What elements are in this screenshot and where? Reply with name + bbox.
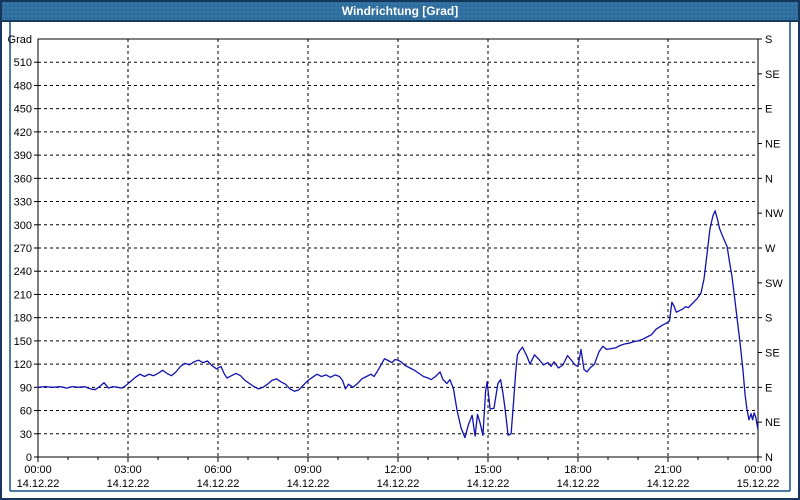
y-right-tick-label: E — [765, 104, 772, 116]
y-right-tick-label: W — [765, 243, 776, 255]
y-left-tick-label: 60 — [20, 406, 32, 418]
x-date-label: 14.12.22 — [467, 478, 510, 490]
x-time-label: 21:00 — [654, 464, 682, 476]
y-left-tick-label: 300 — [14, 220, 32, 232]
y-left-tick-label: 0 — [26, 452, 32, 464]
y-left-tick-label: 180 — [14, 313, 32, 325]
y-right-tick-label: E — [765, 382, 772, 394]
y-right-tick-label: SE — [765, 69, 780, 81]
x-date-label: 14.12.22 — [647, 478, 690, 490]
y-right-tick-label: NW — [765, 208, 784, 220]
window-title: Windrichtung [Grad] — [2, 2, 798, 22]
y-left-tick-label: 270 — [14, 243, 32, 255]
y-right-tick-label: S — [765, 313, 772, 325]
y-right-tick-label: NE — [765, 417, 780, 429]
x-date-label: 14.12.22 — [287, 478, 330, 490]
y-right-tick-label: SE — [765, 348, 780, 360]
x-time-label: 12:00 — [384, 464, 412, 476]
x-date-label: 15.12.22 — [737, 478, 780, 490]
x-time-label: 09:00 — [294, 464, 322, 476]
y-axis-unit-label: Grad — [8, 34, 32, 46]
y-right-tick-label: SW — [765, 278, 783, 290]
x-time-label: 15:00 — [474, 464, 502, 476]
y-left-tick-label: 150 — [14, 336, 32, 348]
x-time-label: 18:00 — [564, 464, 592, 476]
y-left-tick-label: 390 — [14, 150, 32, 162]
wind-direction-line — [37, 210, 759, 439]
y-left-tick-label: 480 — [14, 80, 32, 92]
y-left-tick-label: 510 — [14, 57, 32, 69]
x-date-label: 14.12.22 — [557, 478, 600, 490]
y-left-tick-label: 90 — [20, 382, 32, 394]
x-date-label: 14.12.22 — [107, 478, 150, 490]
y-left-tick-label: 420 — [14, 127, 32, 139]
y-right-tick-label: S — [765, 34, 772, 46]
y-right-tick-label: N — [765, 452, 773, 464]
x-time-label: 00:00 — [744, 464, 772, 476]
y-left-tick-label: 330 — [14, 197, 32, 209]
x-date-label: 14.12.22 — [17, 478, 60, 490]
x-time-label: 06:00 — [204, 464, 232, 476]
y-left-tick-label: 360 — [14, 173, 32, 185]
x-date-label: 14.12.22 — [197, 478, 240, 490]
y-left-tick-label: 210 — [14, 289, 32, 301]
y-left-tick-label: 120 — [14, 359, 32, 371]
x-date-label: 14.12.22 — [377, 478, 420, 490]
x-time-label: 03:00 — [114, 464, 142, 476]
y-left-tick-label: 450 — [14, 104, 32, 116]
y-left-tick-label: 30 — [20, 429, 32, 441]
y-left-tick-label: 240 — [14, 266, 32, 278]
x-time-label: 00:00 — [24, 464, 52, 476]
y-right-tick-label: N — [765, 173, 773, 185]
wind-direction-chart: 0 30 60 90 120 150 180 210 240 270 300 330 360 390 420… — [8, 22, 791, 492]
y-right-tick-label: NE — [765, 139, 780, 151]
